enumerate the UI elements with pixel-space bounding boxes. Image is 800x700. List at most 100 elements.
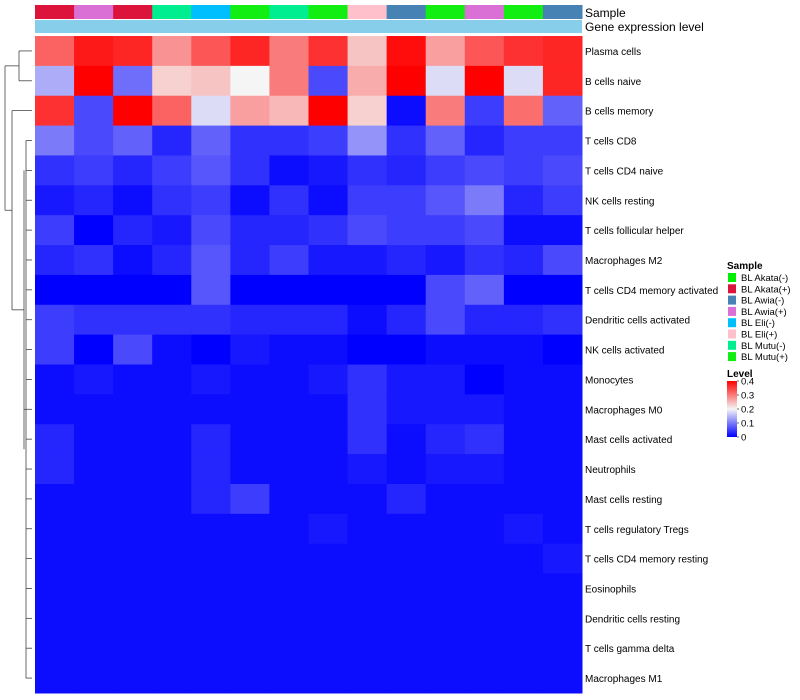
heatmap-cell bbox=[347, 334, 388, 365]
heatmap-cell bbox=[347, 394, 388, 425]
heatmap-cell bbox=[347, 155, 388, 186]
heatmap-cell bbox=[542, 65, 583, 97]
heatmap-cell bbox=[113, 603, 153, 634]
heatmap-cell bbox=[191, 483, 231, 515]
heatmap-cell bbox=[269, 185, 309, 216]
heatmap-cell bbox=[464, 95, 505, 127]
heatmap-cell bbox=[113, 185, 153, 216]
heatmap-cell bbox=[230, 215, 270, 246]
heatmap-cell bbox=[464, 543, 505, 575]
heatmap-cell bbox=[113, 663, 153, 694]
level-legend-title: Level bbox=[727, 369, 753, 380]
heatmap-cell bbox=[74, 573, 114, 604]
heatmap-cell bbox=[425, 185, 466, 216]
heatmap-cell bbox=[347, 215, 388, 246]
heatmap-cell bbox=[542, 573, 583, 604]
heatmap-cell bbox=[152, 483, 192, 515]
heatmap-cell bbox=[386, 543, 427, 575]
heatmap-cell bbox=[308, 245, 349, 276]
sample-annotation-cell bbox=[191, 5, 231, 19]
heatmap-cell bbox=[308, 394, 349, 425]
heatmap-cell bbox=[386, 215, 427, 246]
heatmap-cell bbox=[425, 215, 466, 246]
heatmap-cell bbox=[308, 573, 349, 604]
heatmap-cell bbox=[308, 543, 349, 575]
heatmap-cell bbox=[425, 125, 466, 156]
heatmap-cell bbox=[542, 95, 583, 127]
heatmap-cell bbox=[230, 454, 270, 485]
heatmap-cell bbox=[74, 334, 114, 365]
heatmap-cell bbox=[503, 483, 544, 515]
sample-annotation-cell bbox=[503, 5, 544, 19]
heatmap-cell bbox=[269, 245, 309, 276]
sample-annotation-cell bbox=[152, 5, 192, 19]
sample-legend-label: BL Mutu(+) bbox=[741, 352, 788, 363]
heatmap-cell bbox=[308, 125, 349, 156]
heatmap-cell bbox=[152, 663, 192, 694]
sample-annotation-cell bbox=[269, 5, 309, 19]
heatmap-cell bbox=[386, 573, 427, 604]
heatmap-cell bbox=[113, 215, 153, 246]
row-label: Dendritic cells activated bbox=[585, 316, 690, 327]
heatmap-cell bbox=[464, 513, 505, 545]
heatmap-cell bbox=[542, 185, 583, 216]
heatmap-cell bbox=[425, 245, 466, 276]
heatmap-cell bbox=[425, 543, 466, 575]
heatmap-cell bbox=[308, 454, 349, 485]
heatmap-cell bbox=[425, 633, 466, 664]
heatmap-cell bbox=[503, 424, 544, 455]
sample-annotation-cell bbox=[347, 5, 388, 19]
row-label: Mast cells resting bbox=[585, 495, 662, 506]
heatmap-cell bbox=[74, 36, 114, 67]
heatmap-cell bbox=[542, 155, 583, 186]
sample-legend-label: BL Awia(-) bbox=[741, 296, 784, 307]
heatmap-cell bbox=[74, 95, 114, 127]
heatmap-cell bbox=[464, 334, 505, 365]
heatmap-cell bbox=[74, 274, 114, 306]
heatmap-cell bbox=[386, 633, 427, 664]
row-label: Neutrophils bbox=[585, 465, 636, 476]
heatmap-cell bbox=[191, 573, 231, 604]
heatmap-cell bbox=[425, 663, 466, 694]
heatmap-cell bbox=[152, 155, 192, 186]
heatmap-cell bbox=[113, 36, 153, 67]
level-legend: Level 0.4 0.3 0.2 0.1 0 bbox=[727, 369, 754, 444]
heatmap-cell bbox=[35, 513, 75, 545]
heatmap-cell bbox=[503, 394, 544, 425]
sample-legend-swatch bbox=[728, 318, 736, 328]
heatmap-cell bbox=[425, 65, 466, 97]
heatmap-cell bbox=[386, 304, 427, 336]
heatmap-cell bbox=[347, 483, 388, 515]
heatmap-cell bbox=[152, 454, 192, 485]
heatmap-cell bbox=[191, 603, 231, 634]
heatmap-cell bbox=[425, 483, 466, 515]
heatmap-cell bbox=[464, 394, 505, 425]
level-tick-label: 0.1 bbox=[741, 419, 754, 430]
heatmap-cell bbox=[503, 513, 544, 545]
heatmap-cell bbox=[347, 454, 388, 485]
heatmap-cell bbox=[152, 125, 192, 156]
heatmap-cell bbox=[542, 663, 583, 694]
sample-annotation-cell bbox=[308, 5, 349, 19]
heatmap-cell bbox=[347, 304, 388, 336]
heatmap-cell bbox=[269, 364, 309, 395]
sample-annotation-cell bbox=[113, 5, 153, 19]
heatmap-cell bbox=[542, 483, 583, 515]
heatmap-cell bbox=[308, 274, 349, 306]
heatmap-cell bbox=[308, 633, 349, 664]
heatmap-cell bbox=[308, 155, 349, 186]
heatmap-cell bbox=[269, 543, 309, 575]
heatmap-cell bbox=[308, 36, 349, 67]
heatmap-cell bbox=[191, 36, 231, 67]
heatmap-cell bbox=[269, 483, 309, 515]
heatmap-cell bbox=[347, 36, 388, 67]
heatmap-cell bbox=[230, 573, 270, 604]
heatmap-cell bbox=[425, 454, 466, 485]
sample-legend-label: BL Eli(-) bbox=[741, 318, 775, 329]
heatmap-cell bbox=[464, 185, 505, 216]
heatmap-cell bbox=[425, 334, 466, 365]
heatmap-cell bbox=[464, 573, 505, 604]
sample-legend-swatch bbox=[728, 306, 736, 316]
heatmap-cell bbox=[35, 603, 75, 634]
heatmap-cell bbox=[113, 424, 153, 455]
